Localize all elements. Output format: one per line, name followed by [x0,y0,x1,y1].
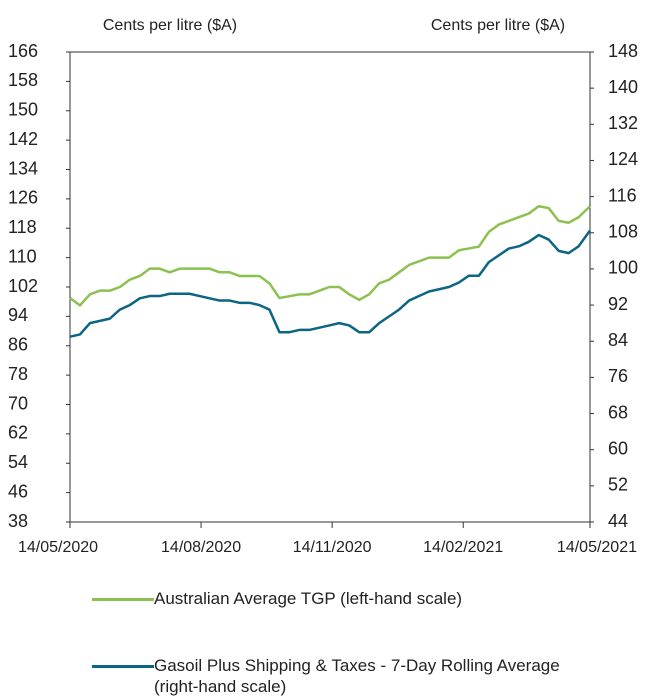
y-axis-label: Cents per litre ($A) [103,17,237,34]
y-tick-label: 94 [8,305,28,325]
y2-tick-label: 84 [608,330,628,350]
y2-tick-label: 92 [608,294,628,314]
y-tick-label: 46 [8,481,28,501]
y-tick-label: 118 [8,217,37,237]
y-tick-label: 62 [8,423,28,443]
y-tick-label: 158 [8,70,38,90]
legend-label: Australian Average TGP (left-hand scale) [154,589,463,608]
legend-item: Gasoil Plus Shipping & Taxes - 7-Day Rol… [92,655,592,697]
x-tick-label: 14/05/2021 [557,539,637,556]
x-tick-label: 14/05/2020 [18,539,98,556]
y2-tick-label: 140 [608,77,638,97]
y2-axis-label: Cents per litre ($A) [431,17,565,34]
y2-tick-label: 132 [608,113,638,133]
y-tick-label: 86 [8,335,28,355]
x-tick-label: 14/02/2021 [423,539,503,556]
y-tick-label: 142 [8,129,38,149]
series-line [69,204,591,307]
y-tick-label: 110 [8,246,37,266]
y-tick-label: 54 [8,452,28,472]
y2-tick-label: 44 [608,511,628,531]
y2-tick-label: 100 [608,258,638,278]
y-tick-label: 38 [8,511,28,531]
chart: Cents per litre ($A) Cents per litre ($A… [8,17,638,556]
x-tick-label: 14/11/2020 [293,539,372,556]
y-tick-label: 70 [8,393,28,413]
x-tick-label: 14/08/2020 [161,539,241,556]
y-tick-label: 150 [8,100,38,120]
y-tick-label: 102 [8,276,38,296]
y-tick-label: 78 [8,364,28,384]
y-tick-label: 166 [8,41,38,61]
y2-tick-label: 76 [608,366,628,386]
y2-tick-label: 68 [608,402,628,422]
y2-tick-label: 52 [608,475,628,495]
y2-tick-label: 116 [608,185,637,205]
y2-tick-label: 124 [608,149,638,169]
series-line [69,229,592,338]
y-tick-label: 134 [8,158,38,178]
y2-tick-label: 60 [608,438,628,458]
legend-swatch [92,598,154,601]
y2-tick-label: 108 [608,222,638,242]
legend-item: Australian Average TGP (left-hand scale) [92,588,592,609]
legend-swatch [92,665,154,668]
y-tick-label: 126 [8,188,38,208]
y2-tick-label: 148 [608,41,638,61]
legend-label: Gasoil Plus Shipping & Taxes - 7-Day Rol… [154,656,560,696]
